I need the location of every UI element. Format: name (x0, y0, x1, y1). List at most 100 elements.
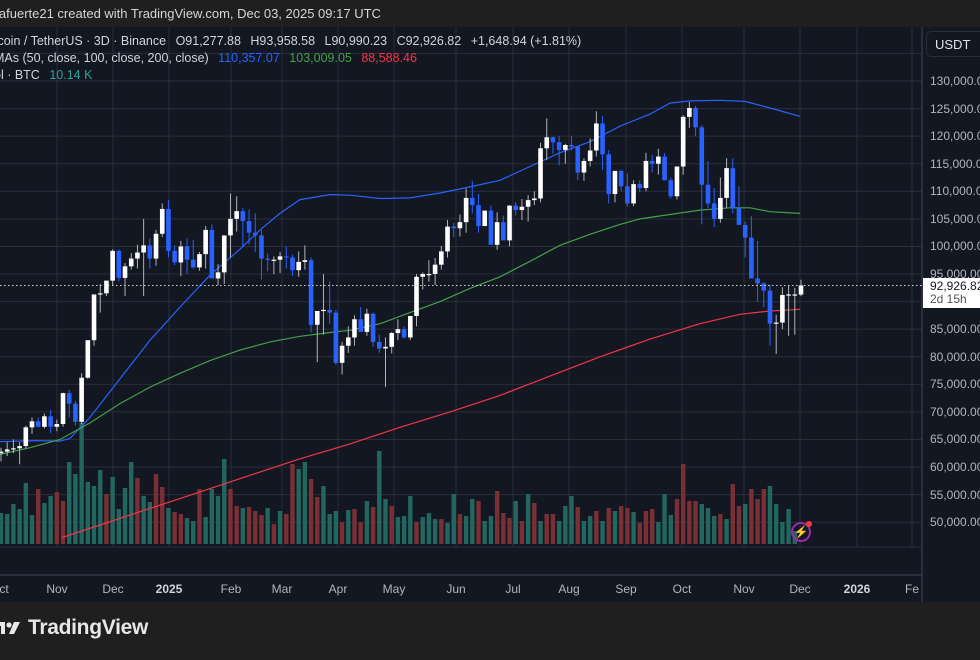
candle-body (699, 127, 705, 185)
candle-body (302, 260, 308, 262)
volume-bar (346, 510, 351, 544)
price-tick-label: 95,000.00 (930, 267, 980, 282)
candle-body (618, 170, 624, 187)
price-tick-label: 75,000.00 (930, 377, 980, 392)
candle-body (494, 222, 500, 245)
volume-bar (209, 489, 215, 544)
candle-body (91, 294, 97, 341)
candle-body (445, 226, 450, 252)
chart-panel[interactable]: tcoin / TetherUS · 3D · Binance O91,277.… (0, 27, 980, 602)
candle-body (519, 206, 525, 211)
candle-body (308, 260, 314, 325)
volume-bar (352, 509, 357, 544)
volume-bar (550, 514, 556, 544)
volume-bar (563, 506, 568, 544)
volume-bar (265, 508, 270, 544)
volume-bar (79, 423, 84, 544)
volume-bar (240, 508, 246, 544)
candle-body (290, 257, 295, 271)
candle-body (414, 276, 419, 316)
candle-body (209, 229, 215, 279)
price-tick-label: 110,000.00 (930, 184, 980, 199)
time-tick-label: Jun (446, 582, 466, 596)
symbol-title[interactable]: tcoin / TetherUS · 3D · Binance (0, 34, 167, 48)
candle-body (135, 252, 140, 259)
volume-bar (606, 508, 611, 544)
brand-name: TradingView (28, 616, 149, 639)
candle-body (147, 245, 153, 259)
volume-bar (54, 492, 60, 544)
volume-bar (618, 506, 624, 544)
price-tick-label: 85,000.00 (930, 322, 980, 337)
volume-bar (705, 508, 711, 544)
volume-label[interactable]: ol · BTC (0, 68, 40, 82)
volume-bar (693, 501, 698, 544)
candle-body (786, 294, 791, 296)
ma-label[interactable]: MAs (50, close, 100, close, 200, close) (0, 51, 209, 65)
volume-bar (160, 487, 165, 544)
candle-body (327, 309, 332, 313)
volume-bar (569, 496, 574, 544)
volume-bar (203, 517, 208, 544)
volume-bar (191, 521, 196, 544)
lightning-alert-icon[interactable]: ⚡ (791, 521, 812, 542)
volume-bar (587, 516, 593, 544)
time-tick-label: Apr (328, 582, 348, 596)
tradingview-logo: TradingView (0, 616, 148, 640)
volume-bar (408, 496, 413, 544)
volume-bar (395, 517, 401, 544)
candle-body (221, 235, 227, 273)
volume-bar (724, 519, 729, 544)
volume-bar (321, 486, 326, 544)
ma50-value: 110,357.07 (218, 51, 280, 65)
volume-bar (631, 512, 636, 544)
candle-body (352, 319, 357, 338)
candle-body (463, 197, 469, 223)
candle-body (780, 294, 785, 323)
candle-body (730, 168, 736, 208)
candle-body (110, 250, 115, 281)
volume-bar (91, 486, 97, 544)
volume-bar (525, 494, 531, 544)
candle-body (525, 200, 531, 207)
ma-line (0, 207, 801, 455)
price-tick-label: 65,000.00 (930, 432, 980, 447)
ma100-value: 103,009.05 (289, 51, 352, 65)
candle-body (345, 337, 351, 346)
time-axis[interactable]: ct Nov Dec 2025 Feb Mar Apr May Jun Jul Aug Sep Oct N… (0, 575, 922, 602)
candle-body (314, 310, 320, 325)
candle-body (662, 156, 667, 181)
volume-bar (110, 477, 115, 544)
candle-body (538, 148, 543, 199)
volume-bar (680, 464, 686, 544)
candle-body (277, 256, 283, 260)
candle-body (711, 203, 717, 219)
candle-body (17, 446, 22, 449)
candle-body (73, 403, 78, 422)
candle-body (501, 222, 506, 241)
candle-body (104, 280, 109, 294)
volume-bar (736, 506, 742, 544)
time-tick-label: Dec (789, 582, 811, 596)
volume-bar (277, 511, 283, 544)
notification-dot (806, 521, 812, 527)
volume-bar (637, 523, 642, 544)
candle-body (606, 154, 612, 195)
candle-body (389, 333, 394, 347)
candle-body (773, 322, 779, 324)
candle-body (4, 449, 10, 452)
candle-body (581, 160, 587, 173)
candle-body (0, 451, 4, 454)
last-price: 92,926.82 (930, 279, 980, 293)
candle-body (122, 266, 128, 278)
price-tick-label: 125,000.00 (930, 101, 980, 116)
volume-bar (556, 521, 562, 544)
candle-body (798, 285, 804, 295)
chart-canvas[interactable] (0, 27, 980, 602)
ma-row: MAs (50, close, 100, close, 200, close) … (0, 50, 581, 67)
currency-unit-button[interactable]: USDT (926, 31, 980, 57)
candle-body (451, 226, 457, 229)
candle-body (246, 221, 252, 233)
candle-body (724, 168, 729, 198)
candle-body (271, 259, 277, 261)
